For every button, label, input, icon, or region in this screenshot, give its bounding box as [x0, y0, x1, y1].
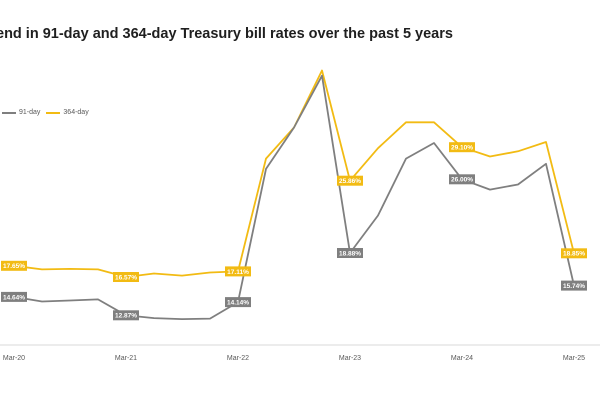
data-label-text: 12.87% [115, 313, 137, 320]
data-label-box [113, 310, 139, 321]
data-label-box [337, 248, 363, 258]
x-tick-label: Mar-23 [339, 355, 361, 362]
legend-label-91-day: 91-day [19, 109, 41, 116]
x-tick-label: Mar-21 [115, 355, 137, 362]
data-label-text: 17.65% [3, 263, 25, 270]
data-label-364-day: 17.65% [1, 260, 27, 271]
data-label-text: 18.85% [563, 251, 585, 258]
data-label-text: 29.10% [451, 145, 473, 152]
data-label-box [337, 175, 363, 186]
data-label-91-day: 26.00% [449, 174, 475, 185]
data-label-box [449, 142, 475, 153]
data-label-364-day: 25.86% [337, 175, 363, 186]
data-label-91-day: 14.14% [225, 297, 251, 308]
data-label-91-day: 12.87% [113, 310, 139, 321]
x-tick-layer: Mar-20 Mar-21 Mar-22 Mar-23 Mar-24 Mar-25 [3, 355, 585, 362]
data-label-box [1, 291, 27, 302]
legend-item-91-day: 91-day [2, 109, 40, 116]
data-label-364-day: 29.10% [449, 142, 475, 153]
legend: 91-day 364-day [2, 109, 89, 116]
data-label-text: 16.57% [115, 274, 137, 281]
series-line-364-day [13, 69, 575, 278]
data-label-91-day: 18.88% [337, 248, 363, 258]
x-tick-label: Mar-22 [227, 355, 249, 362]
series-layer [13, 69, 575, 320]
data-label-box [113, 272, 139, 282]
chart-title: end in 91-day and 364-day Treasury bill … [0, 26, 453, 42]
legend-item-364-day: 364-day [46, 109, 89, 116]
data-label-text: 15.74% [563, 283, 585, 290]
data-label-364-day: 18.85% [561, 248, 587, 259]
data-label-364-day: 16.57% [113, 272, 139, 282]
data-label-91-day: 15.74% [561, 280, 587, 291]
data-label-box [225, 266, 251, 277]
data-label-box [561, 280, 587, 291]
data-label-box [225, 297, 251, 308]
x-tick-label: Mar-24 [451, 355, 473, 362]
legend-label-364-day: 364-day [63, 109, 89, 116]
data-label-text: 14.64% [3, 294, 25, 301]
data-label-text: 26.00% [451, 177, 473, 184]
data-label-layer: 17.65% 16.57% 17.11% 25.86% 29.10% 18.85% 14.6… [1, 142, 587, 321]
series-line-91-day [13, 74, 575, 320]
data-label-91-day: 14.64% [1, 291, 27, 302]
data-label-text: 25.86% [339, 178, 361, 185]
data-label-box [1, 260, 27, 271]
data-label-text: 17.11% [227, 269, 249, 276]
x-tick-label: Mar-20 [3, 355, 25, 362]
data-label-box [561, 248, 587, 259]
data-label-text: 14.14% [227, 300, 249, 307]
data-label-364-day: 17.11% [225, 266, 251, 277]
legend-swatch-91-day [2, 111, 16, 114]
legend-swatch-364-day [46, 111, 61, 114]
data-label-box [449, 174, 475, 185]
x-tick-label: Mar-25 [563, 355, 585, 362]
data-label-text: 18.88% [339, 250, 361, 257]
